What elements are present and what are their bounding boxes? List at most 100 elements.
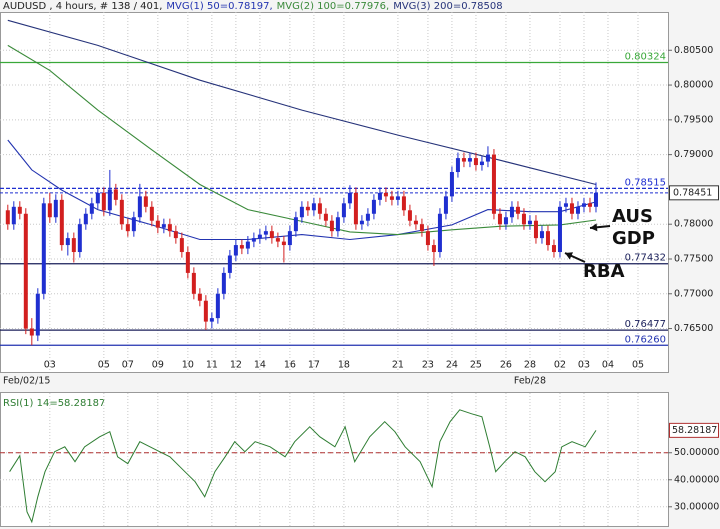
x-tick-label: 18 bbox=[338, 360, 350, 371]
annotation: GDP bbox=[612, 228, 655, 249]
candle-body bbox=[587, 203, 592, 207]
candle-body bbox=[419, 224, 424, 232]
current-price-box bbox=[669, 185, 719, 201]
rsi-title: RSI(1) 14=58.28187 bbox=[3, 398, 105, 409]
x-tick-label: 10 bbox=[182, 360, 194, 371]
y-tick-label: 0.80500 bbox=[674, 45, 713, 56]
candle-body bbox=[515, 206, 520, 214]
annotation-arrowhead bbox=[590, 223, 598, 232]
x-tick-label: 11 bbox=[206, 360, 218, 371]
candle-body bbox=[575, 206, 580, 214]
legend-entry: MVG(2) 100=0.77976, bbox=[277, 1, 390, 12]
legend-entry: MVG(3) 200=0.78508 bbox=[393, 1, 502, 12]
candle-body bbox=[395, 196, 400, 200]
x-tick-label: 03 bbox=[44, 360, 56, 371]
candle-body bbox=[569, 203, 574, 214]
y-tick-label: 0.79000 bbox=[674, 149, 713, 160]
candle-body bbox=[143, 196, 148, 207]
candle-body bbox=[59, 199, 64, 246]
chart-title: AUDUSD , 4 hours, # 138 / 401, bbox=[3, 1, 162, 12]
y-tick-label: 50.00000 bbox=[674, 447, 719, 458]
candle-body bbox=[95, 192, 100, 204]
current-value-label: 58.28187 bbox=[672, 425, 717, 436]
y-tick-label: 0.77000 bbox=[674, 288, 713, 299]
x-tick-label: 24 bbox=[446, 360, 458, 371]
candle-body bbox=[173, 231, 178, 239]
y-tick-label: 0.79500 bbox=[674, 114, 713, 125]
x-tick-label: 07 bbox=[122, 360, 134, 371]
candle-body bbox=[365, 213, 370, 221]
candle-body bbox=[293, 217, 298, 232]
candle-body bbox=[101, 192, 106, 211]
chart-header: AUDUSD , 4 hours, # 138 / 401, MVG(1) 50=… bbox=[3, 1, 503, 12]
candle-body bbox=[11, 206, 16, 225]
level-label: 0.80324 bbox=[625, 52, 666, 63]
candle-body bbox=[23, 213, 28, 329]
candle-body bbox=[65, 238, 70, 246]
y-tick-label: 0.78000 bbox=[674, 219, 713, 230]
x-tick-label: 05 bbox=[98, 360, 110, 371]
y-tick-label: 40.00000 bbox=[674, 474, 719, 485]
rsi-line bbox=[9, 409, 597, 524]
candle-body bbox=[317, 203, 322, 214]
candle-body bbox=[35, 293, 40, 336]
candle-body bbox=[71, 238, 76, 253]
candle-body bbox=[257, 234, 262, 239]
current-price-label: 0.78451 bbox=[673, 187, 712, 198]
candle-body bbox=[203, 300, 208, 322]
candle-body bbox=[347, 192, 352, 204]
x-tick-label: 02 bbox=[554, 360, 566, 371]
date-label: Feb/28 bbox=[514, 376, 546, 387]
annotation: AUS bbox=[612, 206, 653, 227]
candle-body bbox=[299, 206, 304, 218]
candle-body bbox=[215, 293, 220, 319]
candle-body bbox=[221, 272, 226, 294]
x-tick-label: 04 bbox=[602, 360, 614, 371]
candle-body bbox=[389, 196, 394, 200]
candle-body bbox=[287, 231, 292, 246]
x-tick-label: 17 bbox=[308, 360, 320, 371]
annotation: RBA bbox=[583, 261, 625, 282]
candle-body bbox=[371, 199, 376, 214]
candle-body bbox=[545, 231, 550, 246]
candle-body bbox=[161, 224, 166, 228]
candle-body bbox=[359, 220, 364, 225]
candle-body bbox=[167, 224, 172, 232]
candle-body bbox=[89, 203, 94, 214]
candle-body bbox=[107, 189, 112, 211]
candle-body bbox=[275, 238, 280, 242]
x-tick-label: 25 bbox=[470, 360, 482, 371]
candle-body bbox=[323, 213, 328, 221]
candle-body bbox=[269, 231, 274, 239]
candle-body bbox=[455, 158, 460, 173]
candle-body bbox=[329, 220, 334, 232]
candle-body bbox=[281, 241, 286, 246]
candle-body bbox=[485, 154, 490, 162]
x-tick-label: 23 bbox=[422, 360, 434, 371]
candle-body bbox=[449, 172, 454, 197]
candle-body bbox=[53, 199, 58, 218]
x-tick-label: 05 bbox=[632, 360, 644, 371]
candle-body bbox=[551, 245, 556, 253]
candle-body bbox=[119, 199, 124, 225]
x-tick-label: 28 bbox=[524, 360, 536, 371]
candle-body bbox=[251, 238, 256, 242]
candle-body bbox=[263, 231, 268, 235]
candle-body bbox=[41, 203, 46, 294]
x-tick-label: 26 bbox=[500, 360, 512, 371]
candle-body bbox=[125, 224, 130, 232]
candle-body bbox=[149, 206, 154, 221]
candle-body bbox=[353, 192, 358, 225]
candle-body bbox=[473, 158, 478, 166]
date-label: Feb/02/15 bbox=[3, 376, 50, 387]
candle-body bbox=[407, 210, 412, 221]
candle-body bbox=[191, 272, 196, 294]
candle-body bbox=[239, 245, 244, 249]
y-tick-label: 0.80000 bbox=[674, 80, 713, 91]
candle-body bbox=[593, 192, 598, 207]
x-tick-label: 09 bbox=[152, 360, 164, 371]
candle-body bbox=[305, 206, 310, 211]
candle-body bbox=[431, 245, 436, 253]
candle-body bbox=[209, 318, 214, 322]
